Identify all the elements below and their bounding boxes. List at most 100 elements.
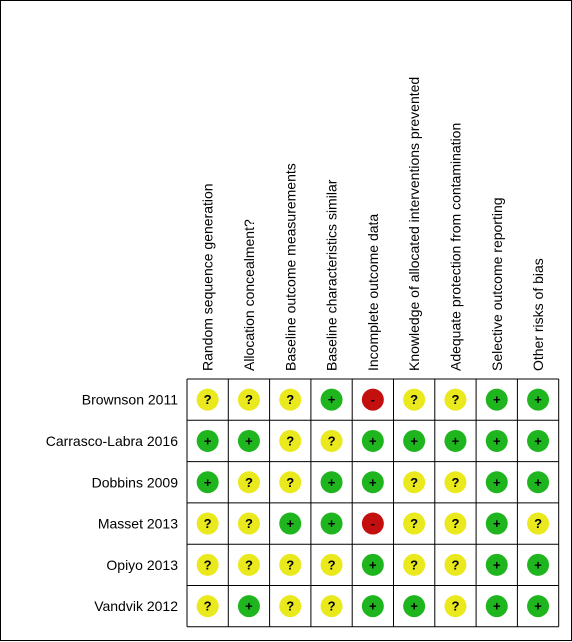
rating-symbol: ? [286,392,294,407]
rating-circle [361,553,384,576]
rating-symbol: + [369,433,377,448]
rating-circle [196,388,219,411]
rating-circle [196,512,219,535]
rating-circle [237,595,260,618]
rating-symbol: + [204,475,212,490]
rating-symbol: ? [204,392,212,407]
rating-symbol: ? [534,516,542,531]
rating-symbol: ? [286,599,294,614]
rating-symbol: ? [286,433,294,448]
rating-circle [403,595,426,618]
rating-circle [403,429,426,452]
rating-symbol: + [369,599,377,614]
rating-circle [485,595,508,618]
rating-symbol: + [452,433,460,448]
rating-circle [444,512,467,535]
rating-symbol: ? [410,475,418,490]
rating-circle [196,471,219,494]
rating-circle [237,553,260,576]
rating-circle [485,429,508,452]
rating-symbol: + [286,516,294,531]
column-header: Knowledge of allocated interventions pre… [406,77,422,371]
rating-circle [237,512,260,535]
rating-circle [527,512,550,535]
rating-symbol: + [410,433,418,448]
rating-circle [237,388,260,411]
rating-circle [485,553,508,576]
rating-symbol: + [328,392,336,407]
rating-symbol: ? [286,475,294,490]
rating-circle [444,595,467,618]
column-header: Other risks of bias [530,258,546,371]
rating-circle [485,512,508,535]
rating-symbol: ? [328,557,336,572]
rating-symbol: + [534,392,542,407]
column-header: Baseline characteristics similar [324,179,340,371]
rating-symbol: ? [451,557,459,572]
rating-circle [279,595,302,618]
rating-circle [279,429,302,452]
column-header: Adequate protection from contamination [447,123,463,371]
rating-circle [403,388,426,411]
rating-circle [527,595,550,618]
rating-circle [279,553,302,576]
rating-symbol: + [410,599,418,614]
rating-circle [279,388,302,411]
rating-symbol: - [371,392,375,407]
rating-circle [403,553,426,576]
column-header: Allocation concealment? [241,219,257,371]
rating-symbol: ? [245,516,253,531]
rating-symbol: ? [328,433,336,448]
study-label: Carrasco-Labra 2016 [46,433,179,449]
rating-symbol: ? [451,392,459,407]
rating-symbol: + [534,433,542,448]
rating-circle [237,471,260,494]
rating-circle [361,388,384,411]
study-label: Brownson 2011 [82,392,178,408]
rating-symbol: + [534,475,542,490]
rating-symbol: + [204,433,212,448]
column-header: Baseline outcome measurements [282,163,298,371]
rating-circle [444,429,467,452]
rating-symbol: - [371,516,375,531]
rating-symbol: ? [451,516,459,531]
rating-circle [444,388,467,411]
rating-circle [320,471,343,494]
rating-symbol: ? [245,557,253,572]
rating-circle [196,553,219,576]
rating-circle [237,429,260,452]
rating-symbol: + [493,599,501,614]
rating-symbol: + [493,516,501,531]
rating-circle [361,595,384,618]
rating-symbol: ? [328,599,336,614]
study-label: Dobbins 2009 [92,474,179,490]
rating-symbol: + [245,599,253,614]
rating-circle [361,512,384,535]
rating-symbol: + [493,557,501,572]
rating-symbol: + [245,433,253,448]
rating-symbol: + [534,557,542,572]
column-header: Incomplete outcome data [365,214,381,371]
rating-symbol: ? [245,475,253,490]
study-label: Opiyo 2013 [106,557,178,573]
rating-circle [485,388,508,411]
rating-symbol: ? [286,557,294,572]
rating-circle [527,471,550,494]
rating-circle [279,512,302,535]
rating-symbol: ? [410,516,418,531]
rating-symbol: ? [245,392,253,407]
rating-symbol: ? [204,516,212,531]
rating-symbol: + [493,433,501,448]
rating-circle [361,429,384,452]
rating-symbol: + [328,516,336,531]
rating-circle [403,512,426,535]
study-label: Vandvik 2012 [94,598,178,614]
rating-symbol: + [369,475,377,490]
rating-circle [444,553,467,576]
study-label: Masset 2013 [98,516,178,532]
rating-circle [196,595,219,618]
rating-symbol: + [369,557,377,572]
rating-symbol: ? [451,475,459,490]
rating-circle [527,388,550,411]
